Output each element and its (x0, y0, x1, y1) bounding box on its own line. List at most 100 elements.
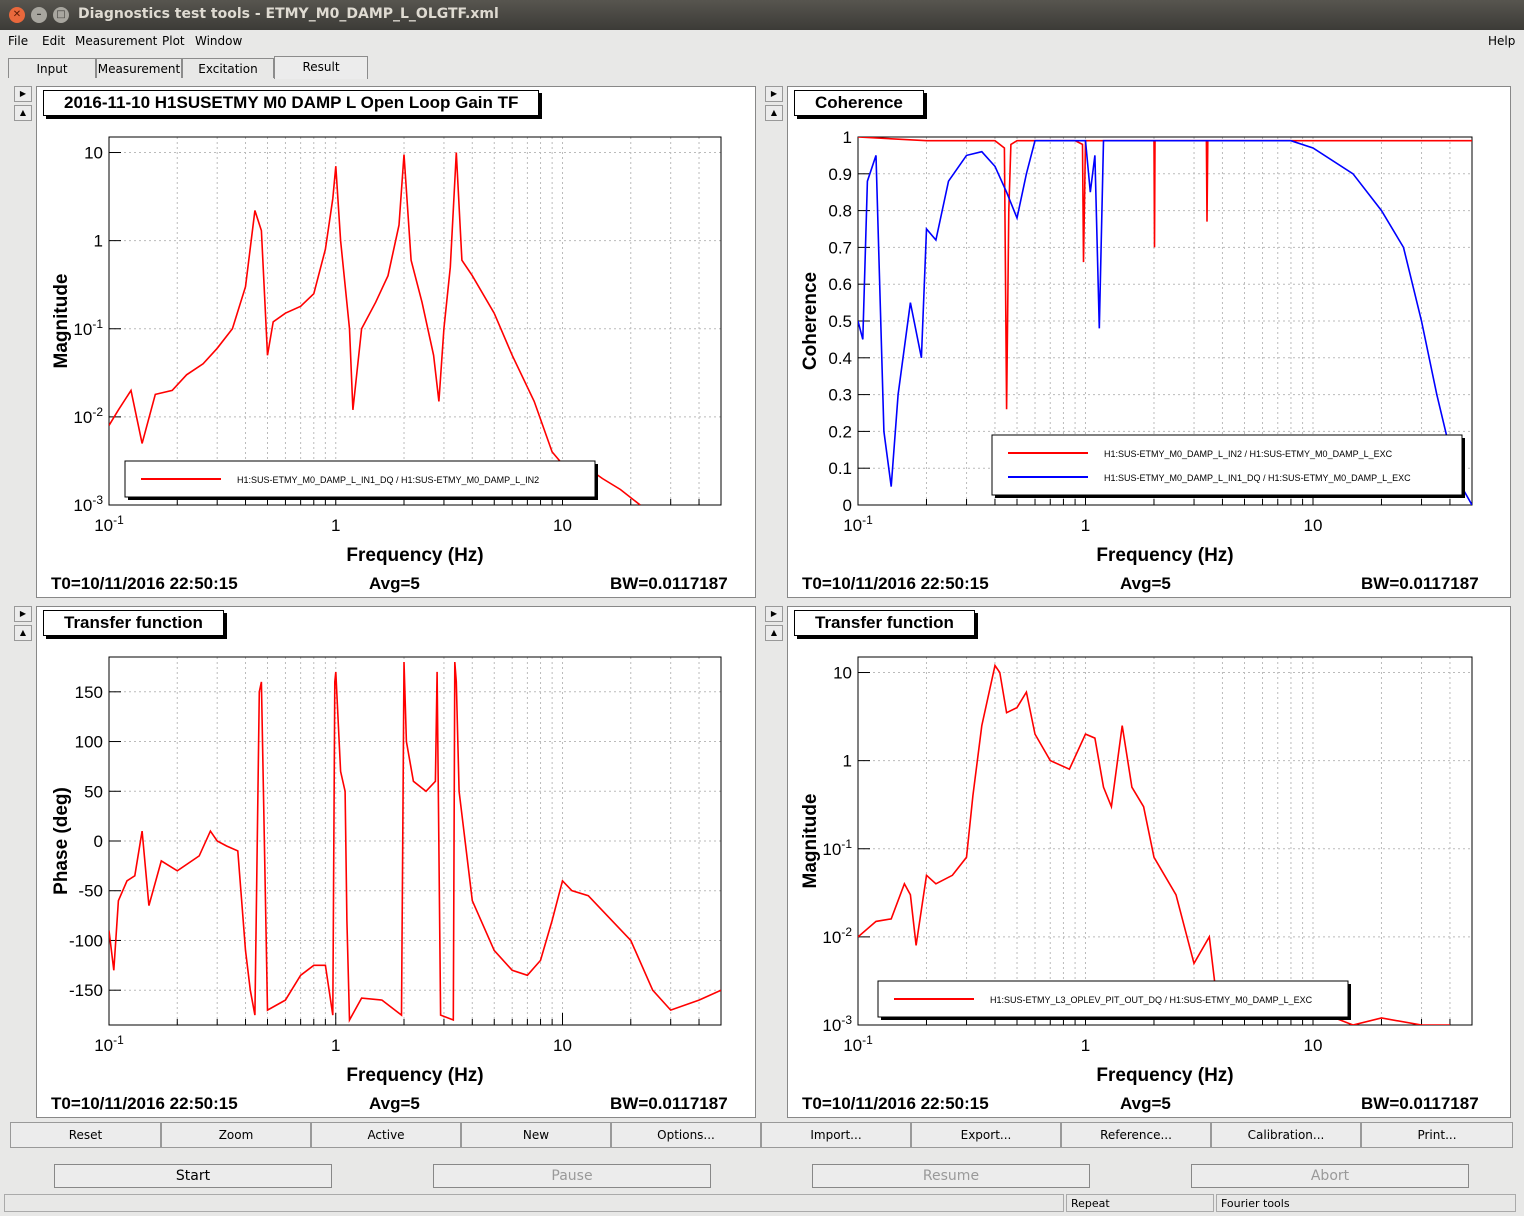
export-button[interactable]: Export... (911, 1122, 1061, 1148)
tab-measurement[interactable]: Measurement (96, 58, 182, 78)
y-axis-label: Phase (deg) (51, 787, 72, 895)
plot-pad-4[interactable]: Transfer function 10-1 1 10 10-3 10-2 10-1 1 10… (787, 606, 1511, 1118)
y-tick-label: 10 (833, 664, 852, 683)
x-tick-label: 1 (331, 1036, 340, 1055)
y-tick-label: 100 (75, 733, 103, 752)
tab-input[interactable]: Input (8, 58, 96, 78)
maximize-icon[interactable]: □ (53, 7, 69, 23)
plot-t0: T0=10/11/2016 22:50:15 (51, 1094, 238, 1113)
legend-entry: H1:SUS-ETMY_M0_DAMP_L_IN1_DQ / H1:SUS-ET… (237, 475, 539, 485)
y-tick-label: 1 (843, 752, 852, 771)
close-icon[interactable]: ✕ (9, 7, 25, 23)
plot-frame (857, 656, 1473, 1026)
tab-bar: Input Measurement Excitation Result (0, 54, 1524, 80)
tab-excitation[interactable]: Excitation (182, 58, 274, 78)
y-axis-label: Magnitude (800, 794, 821, 889)
new-button[interactable]: New (461, 1122, 611, 1148)
y-tick-label: -150 (69, 981, 103, 1000)
x-tick-label: 10 (553, 516, 572, 535)
phase-plot-svg: 10-1 1 10 -150 -100 -50 0 50 100 150 Frequency (Hz… (51, 656, 722, 1086)
pad-nav: ▶ ▲ (14, 86, 32, 124)
menu-measurement[interactable]: Measurement (75, 34, 158, 48)
x-axis-label: Frequency (Hz) (1096, 1065, 1233, 1086)
menubar: File Edit Measurement Plot Window Help (0, 30, 1524, 52)
series-line-1 (858, 139, 1472, 505)
y-tick-label: -100 (69, 931, 103, 950)
plot-frame (108, 656, 722, 1026)
x-tick-label: 1 (331, 516, 340, 535)
plot-grid (108, 137, 722, 506)
status-bar: Repeat Fourier tools (0, 1192, 1524, 1214)
coherence-plot-svg: 10-1 1 10 0 0.1 0.2 0.3 0.4 0.5 0.6 0.7 0.8 0.9 1 Freq… (800, 128, 1473, 566)
pause-button[interactable]: Pause (433, 1164, 711, 1188)
plot-bw: BW=0.0117187 (1361, 574, 1479, 593)
arrow-right-icon[interactable]: ▶ (765, 606, 783, 622)
legend-entry: H1:SUS-ETMY_M0_DAMP_L_IN1_DQ / H1:SUS-ET… (1104, 473, 1411, 483)
arrow-up-icon[interactable]: ▲ (14, 105, 32, 121)
reset-button[interactable]: Reset (10, 1122, 161, 1148)
plot-title: 2016-11-10 H1SUSETMY M0 DAMP L Open Loop… (43, 90, 540, 116)
pad-nav: ▶ ▲ (765, 86, 783, 124)
menu-file[interactable]: File (8, 34, 29, 48)
status-repeat: Repeat (1066, 1194, 1214, 1212)
x-tick-label: 1 (1081, 1036, 1090, 1055)
y-tick-label: 0 (843, 496, 852, 515)
plot-pad-1[interactable]: 2016-11-10 H1SUSETMY M0 DAMP L Open Loop… (36, 86, 756, 598)
reference-button[interactable]: Reference... (1061, 1122, 1211, 1148)
y-tick-label: 0.1 (828, 459, 852, 478)
plot-avg: Avg=5 (1120, 1094, 1171, 1113)
y-tick-label: 0.9 (828, 165, 852, 184)
y-axis-label: Coherence (800, 272, 821, 370)
plot-pad-2[interactable]: Coherence 10-1 1 10 0 0.1 0.2 0.3 0.4 0.5 0.6 0.7 0… (787, 86, 1511, 598)
y-tick-label: 10-1 (822, 837, 852, 859)
menu-help[interactable]: Help (1488, 34, 1516, 48)
x-tick-label: 10-1 (94, 1033, 124, 1055)
y-tick-label: 10-2 (822, 925, 852, 947)
y-tick-label: 1 (94, 232, 103, 251)
abort-button[interactable]: Abort (1191, 1164, 1469, 1188)
pad-nav: ▶ ▲ (765, 606, 783, 644)
plot-title: Coherence (794, 90, 924, 116)
minimize-icon[interactable]: – (31, 7, 47, 23)
x-tick-label: 10 (1304, 516, 1323, 535)
plot-frame (108, 136, 722, 506)
arrow-up-icon[interactable]: ▲ (765, 105, 783, 121)
arrow-up-icon[interactable]: ▲ (765, 625, 783, 641)
x-axis-label: Frequency (Hz) (1096, 545, 1233, 566)
x-axis-label: Frequency (Hz) (346, 545, 483, 566)
menu-window[interactable]: Window (195, 34, 243, 48)
calibration-button[interactable]: Calibration... (1211, 1122, 1361, 1148)
x-tick-label: 10 (1304, 1036, 1323, 1055)
arrow-right-icon[interactable]: ▶ (765, 86, 783, 102)
arrow-right-icon[interactable]: ▶ (14, 606, 32, 622)
y-tick-label: 10-1 (73, 317, 103, 339)
start-button[interactable]: Start (54, 1164, 332, 1188)
series-line-0 (109, 152, 641, 505)
legend-entry: H1:SUS-ETMY_M0_DAMP_L_IN2 / H1:SUS-ETMY_… (1104, 449, 1393, 459)
y-tick-label: 10-2 (73, 405, 103, 427)
y-tick-label: 1 (843, 128, 852, 147)
y-tick-label: 10-3 (73, 493, 103, 515)
y-tick-label: 0.7 (828, 238, 852, 257)
active-button[interactable]: Active (311, 1122, 461, 1148)
plot-avg: Avg=5 (369, 574, 420, 593)
plot-bw: BW=0.0117187 (1361, 1094, 1479, 1113)
options-button[interactable]: Options... (611, 1122, 761, 1148)
print-button[interactable]: Print... (1361, 1122, 1513, 1148)
menu-plot[interactable]: Plot (162, 34, 185, 48)
import-button[interactable]: Import... (761, 1122, 911, 1148)
plot-bw: BW=0.0117187 (610, 574, 728, 593)
plot-avg: Avg=5 (369, 1094, 420, 1113)
tab-result[interactable]: Result (274, 56, 368, 79)
zoom-button[interactable]: Zoom (161, 1122, 311, 1148)
plot-title: Transfer function (794, 610, 975, 636)
resume-button[interactable]: Resume (812, 1164, 1090, 1188)
legend-box (991, 434, 1463, 496)
x-tick-label: 10-1 (94, 513, 124, 535)
arrow-up-icon[interactable]: ▲ (14, 625, 32, 641)
y-tick-label: 10 (84, 144, 103, 163)
plot-pad-3[interactable]: Transfer function 10-1 1 10 -150 -100 -50 0 50 1… (36, 606, 756, 1118)
menu-edit[interactable]: Edit (42, 34, 66, 48)
arrow-right-icon[interactable]: ▶ (14, 86, 32, 102)
window-titlebar: ✕ – □ Diagnostics test tools - ETMY_M0_D… (0, 0, 1524, 30)
